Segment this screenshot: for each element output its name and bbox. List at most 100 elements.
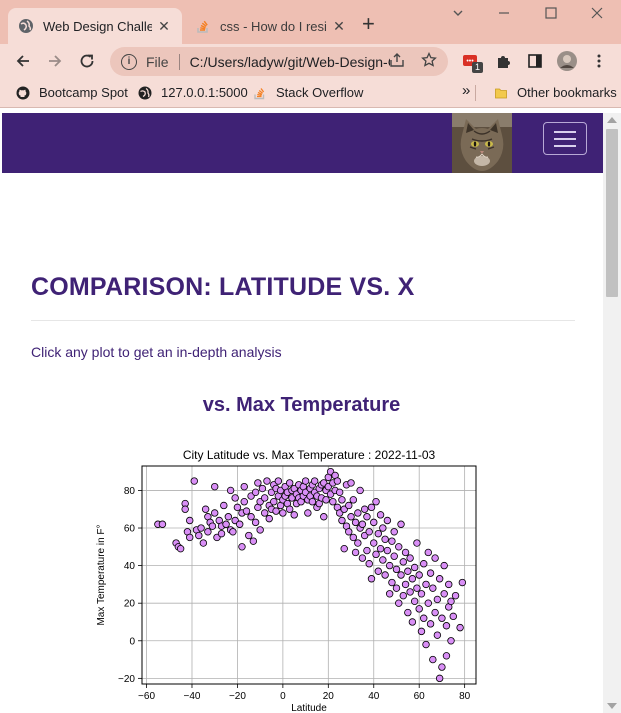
x-tick-label: −20: [229, 691, 246, 702]
github-icon: [16, 86, 30, 100]
page-scrollbar[interactable]: [603, 113, 621, 713]
data-point: [399, 591, 407, 600]
scroll-down-arrow-icon[interactable]: [607, 703, 617, 709]
scroll-up-arrow-icon[interactable]: [607, 117, 617, 123]
data-point: [385, 561, 394, 570]
folder-icon: [494, 86, 508, 100]
maximize-icon[interactable]: [544, 6, 558, 23]
data-points: [154, 467, 467, 683]
scrollbar-thumb[interactable]: [606, 129, 618, 297]
hamburger-bar: [554, 130, 576, 133]
data-point: [345, 501, 353, 510]
data-point: [381, 535, 389, 543]
data-point: [358, 554, 367, 562]
tab-search-icon[interactable]: [452, 6, 464, 22]
data-point: [322, 496, 330, 504]
data-point: [379, 524, 387, 532]
data-point: [197, 524, 205, 532]
extension-icon[interactable]: ••• 1: [462, 52, 484, 73]
data-point: [420, 614, 428, 622]
close-tab-icon[interactable]: ✕: [158, 17, 170, 34]
navbar-toggle-button[interactable]: [543, 122, 587, 155]
bookmark-star-icon[interactable]: [421, 51, 437, 71]
data-point: [381, 571, 389, 579]
data-point: [260, 509, 269, 517]
other-bookmarks-label: Other bookmarks: [517, 85, 617, 100]
tab-web-design-challenge[interactable]: Web Design Challenge ✕: [8, 8, 182, 44]
back-icon[interactable]: [12, 50, 34, 72]
data-point: [254, 479, 262, 487]
data-point: [417, 627, 426, 636]
y-tick-label: −20: [118, 674, 135, 685]
omnibox-divider: [178, 53, 180, 70]
data-point: [249, 537, 258, 545]
tab-title: Web Design Challenge: [43, 18, 152, 34]
x-tick-label: −60: [138, 691, 155, 702]
page-viewport: COMPARISON: LATITUDE VS. X Click any plo…: [2, 113, 603, 713]
profile-avatar[interactable]: [556, 50, 578, 72]
bookmark-stack-overflow[interactable]: Stack Overflow: [253, 85, 363, 100]
data-point: [240, 482, 248, 491]
share-icon[interactable]: [389, 52, 405, 71]
heading-divider: [31, 320, 575, 321]
cat-logo-image[interactable]: [452, 113, 512, 173]
site-info-icon[interactable]: i: [121, 53, 137, 70]
data-point: [379, 556, 387, 564]
data-point: [374, 529, 382, 538]
side-panel-icon[interactable]: [526, 52, 544, 70]
data-point: [415, 605, 423, 613]
y-tick-label: 0: [129, 636, 135, 647]
scheme-label: File: [146, 53, 169, 70]
data-point: [440, 590, 448, 598]
close-window-icon[interactable]: [590, 6, 604, 23]
data-point: [385, 590, 394, 598]
data-point: [395, 599, 403, 607]
data-point: [224, 513, 233, 521]
data-point: [242, 507, 251, 515]
data-point: [251, 518, 260, 527]
bookmarks-overflow-button[interactable]: »: [462, 82, 471, 99]
data-point: [349, 533, 358, 542]
data-point: [365, 560, 373, 568]
menu-kebab-icon[interactable]: [590, 52, 608, 70]
data-point: [447, 637, 455, 645]
forward-icon[interactable]: [44, 50, 66, 72]
data-point: [438, 614, 446, 622]
data-point: [256, 526, 264, 534]
data-point: [390, 528, 398, 536]
data-point: [435, 674, 444, 683]
minimize-icon[interactable]: [497, 6, 511, 23]
data-point: [372, 498, 380, 506]
data-point: [458, 578, 467, 587]
data-point: [247, 513, 255, 521]
data-point: [392, 584, 401, 592]
data-point: [301, 477, 310, 485]
data-point: [449, 612, 457, 621]
data-point: [426, 569, 435, 577]
data-point: [363, 546, 371, 555]
bookmark-bootcamp-spot[interactable]: Bootcamp Spot: [16, 85, 128, 100]
other-bookmarks-folder[interactable]: Other bookmarks: [494, 85, 617, 100]
data-point: [401, 548, 410, 557]
data-point: [236, 520, 244, 528]
extensions-puzzle-icon[interactable]: [494, 52, 512, 70]
data-point: [158, 520, 167, 528]
data-point: [367, 575, 376, 583]
tab-css-resize[interactable]: css - How do I resize ✕: [185, 8, 357, 44]
data-point: [310, 477, 319, 485]
reload-icon[interactable]: [76, 50, 98, 72]
data-point: [186, 516, 194, 525]
axis-ticks: −60 −40 −20 0 20 40 60 80 −20 0 20 40 60 80: [118, 486, 471, 702]
data-point: [404, 608, 412, 617]
data-point: [204, 528, 212, 536]
data-point: [442, 622, 451, 630]
bookmark-localhost[interactable]: 127.0.0.1:5000: [138, 85, 248, 100]
data-point: [229, 528, 237, 536]
bookmarks-divider: [475, 85, 476, 101]
data-point: [335, 488, 344, 497]
scatter-plot[interactable]: City Latitude vs. Max Temperature : 2022…: [88, 443, 488, 713]
close-tab-icon[interactable]: ✕: [333, 17, 345, 34]
new-tab-button[interactable]: +: [362, 11, 375, 36]
data-point: [413, 539, 421, 547]
address-bar[interactable]: i File C:/Users/ladyw/git/Web-Design-Cha…: [110, 47, 448, 76]
